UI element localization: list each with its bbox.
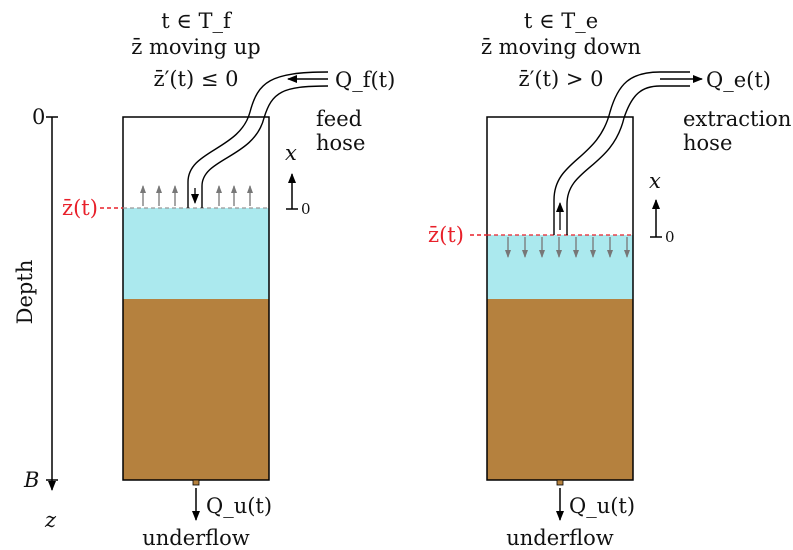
- x-axis-origin: 0: [665, 228, 675, 246]
- feed-hose-name-2: hose: [316, 131, 365, 155]
- x-axis-label: x: [285, 141, 297, 165]
- extraction-hose-name-1: extraction: [683, 107, 791, 131]
- water-layer: [123, 208, 269, 299]
- extraction-hose: [553, 71, 703, 235]
- feed-hose-name-1: feed: [316, 107, 362, 131]
- underflow-flow-label: Q_u(t): [206, 494, 272, 518]
- depth-bottom-label: B: [23, 468, 39, 492]
- x-axis-label: x: [649, 169, 661, 193]
- interface-down-arrows: [505, 237, 630, 258]
- panel-extraction-motion-label: z̄ moving down: [481, 35, 641, 59]
- panel-feed-condition-label: z̄′(t) ≤ 0: [154, 67, 239, 91]
- extraction-hose-name-2: hose: [683, 131, 732, 155]
- panel-feed-time-label: t ∈ T_f: [161, 9, 233, 33]
- underflow-name: underflow: [506, 526, 614, 550]
- underflow-outlet: [192, 479, 200, 486]
- sediment-layer: [123, 299, 269, 480]
- feed-hose: [187, 71, 329, 208]
- interface-label: z̄(t): [62, 196, 98, 220]
- extraction-flow-label: Q_e(t): [706, 68, 771, 92]
- depth-top-label: 0: [32, 105, 45, 129]
- interface-up-arrows: [140, 185, 253, 206]
- interface-label: z̄(t): [428, 223, 464, 247]
- depth-axis-label: Depth: [13, 260, 37, 325]
- underflow-flow-label: Q_u(t): [569, 494, 635, 518]
- x-axis-origin: 0: [301, 200, 311, 218]
- depth-axis: 0 B z Depth: [13, 105, 58, 532]
- underflow-outlet: [556, 479, 564, 486]
- panel-extraction-time-label: t ∈ T_e: [524, 9, 598, 33]
- panel-extraction-condition-label: z̄′(t) > 0: [519, 67, 604, 91]
- feed-flow-label: Q_f(t): [335, 68, 395, 92]
- sediment-layer: [487, 299, 633, 480]
- underflow-name: underflow: [142, 526, 250, 550]
- panel-feed-motion-label: z̄ moving up: [131, 35, 261, 59]
- water-layer: [487, 235, 633, 299]
- depth-variable-label: z: [44, 508, 57, 532]
- panel-feed: t ∈ T_f z̄ moving up z̄′(t) ≤ 0 z̄(t) Q_…: [62, 9, 395, 550]
- panel-extraction: t ∈ T_e z̄ moving down z̄′(t) > 0 z̄(t): [428, 9, 791, 550]
